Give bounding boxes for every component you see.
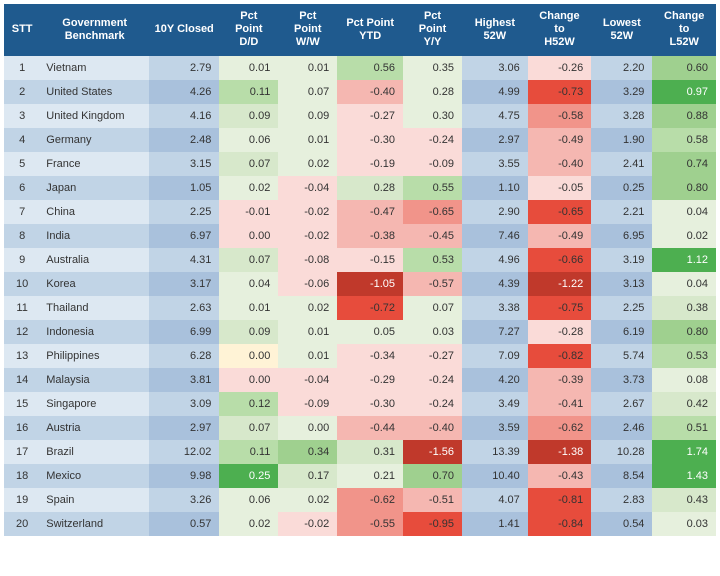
table-row: 17Brazil12.020.110.340.31-1.5613.39-1.38… bbox=[4, 440, 716, 464]
table-row: 15Singapore3.090.12-0.09-0.30-0.243.49-0… bbox=[4, 392, 716, 416]
table-row: 18Mexico9.980.250.170.210.7010.40-0.438.… bbox=[4, 464, 716, 488]
table-row: 13Philippines6.280.000.01-0.34-0.277.09-… bbox=[4, 344, 716, 368]
col-yy: PctPointY/Y bbox=[403, 4, 462, 56]
table-row: 6Japan1.050.02-0.040.280.551.10-0.050.25… bbox=[4, 176, 716, 200]
col-ww: PctPointW/W bbox=[278, 4, 337, 56]
table-row: 20Switzerland0.570.02-0.02-0.55-0.951.41… bbox=[4, 512, 716, 536]
table-row: 3United Kingdom4.160.090.09-0.270.304.75… bbox=[4, 104, 716, 128]
table-row: 10Korea3.170.04-0.06-1.05-0.574.39-1.223… bbox=[4, 272, 716, 296]
table-row: 14Malaysia3.810.00-0.04-0.29-0.244.20-0.… bbox=[4, 368, 716, 392]
table-row: 5France3.150.070.02-0.19-0.093.55-0.402.… bbox=[4, 152, 716, 176]
table-header: STTGovernmentBenchmark10Y ClosedPctPoint… bbox=[4, 4, 716, 56]
table-row: 4Germany2.480.060.01-0.30-0.242.97-0.491… bbox=[4, 128, 716, 152]
col-closed: 10Y Closed bbox=[149, 4, 219, 56]
col-chH: ChangetoH52W bbox=[528, 4, 591, 56]
col-benchmark: GovernmentBenchmark bbox=[40, 4, 149, 56]
table-body: 1Vietnam2.790.010.010.560.353.06-0.262.2… bbox=[4, 56, 716, 536]
table-row: 7China2.25-0.01-0.02-0.47-0.652.90-0.652… bbox=[4, 200, 716, 224]
col-h52w: Highest52W bbox=[462, 4, 528, 56]
table-row: 16Austria2.970.070.00-0.44-0.403.59-0.62… bbox=[4, 416, 716, 440]
col-l52w: Lowest52W bbox=[591, 4, 652, 56]
col-ytd: Pct PointYTD bbox=[337, 4, 403, 56]
table-row: 9Australia4.310.07-0.08-0.150.534.96-0.6… bbox=[4, 248, 716, 272]
table-row: 19Spain3.260.060.02-0.62-0.514.07-0.812.… bbox=[4, 488, 716, 512]
table-row: 8India6.970.00-0.02-0.38-0.457.46-0.496.… bbox=[4, 224, 716, 248]
table-row: 2United States4.260.110.07-0.400.284.99-… bbox=[4, 80, 716, 104]
col-dd: PctPointD/D bbox=[219, 4, 278, 56]
bond-table: STTGovernmentBenchmark10Y ClosedPctPoint… bbox=[4, 4, 716, 536]
table-row: 1Vietnam2.790.010.010.560.353.06-0.262.2… bbox=[4, 56, 716, 80]
col-chL: ChangetoL52W bbox=[652, 4, 716, 56]
table-row: 11Thailand2.630.010.02-0.720.073.38-0.75… bbox=[4, 296, 716, 320]
table-row: 12Indonesia6.990.090.010.050.037.27-0.28… bbox=[4, 320, 716, 344]
col-stt: STT bbox=[4, 4, 40, 56]
